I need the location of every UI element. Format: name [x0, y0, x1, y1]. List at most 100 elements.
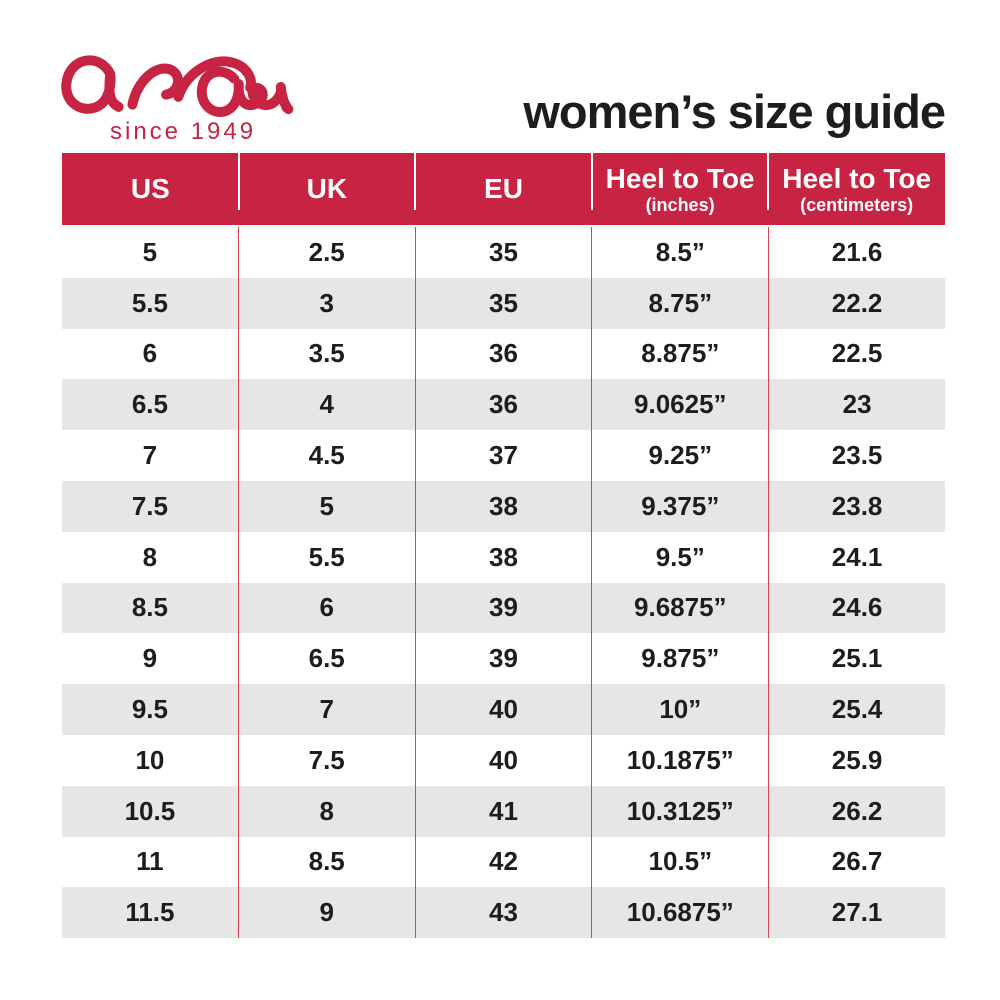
- table-cell: 9.25”: [592, 430, 770, 481]
- table-cell: 3: [239, 277, 416, 329]
- table-cell: 6.5: [62, 379, 239, 431]
- table-cell: 23: [842, 389, 872, 420]
- table-cell: 8.5: [239, 836, 416, 888]
- table-cell: 2.5: [239, 227, 416, 278]
- table-cell: 3.5: [239, 328, 416, 380]
- table-cell: 10: [62, 734, 239, 786]
- table-cell: 7: [239, 684, 416, 735]
- table-cell: 10.1875”: [592, 734, 770, 786]
- table-row: 7 4.5 37 9.25” 23.5: [62, 430, 945, 481]
- table-cell: 9.375”: [592, 480, 770, 532]
- table-row: 6 3.5 36 8.875” 22.5: [62, 328, 945, 380]
- table-cell: 5.5: [62, 277, 239, 329]
- table-cell: 10”: [592, 684, 770, 735]
- table-row: 10.5 8 41 10.3125” 26.2: [62, 785, 945, 837]
- table-cell: 21.6: [831, 236, 883, 267]
- table-cell: 7.5: [62, 480, 239, 532]
- table-row: 9 6.5 39 9.875” 25.1: [62, 633, 945, 685]
- column-header-label: UK: [306, 172, 348, 204]
- table-cell: 8.5”: [592, 227, 770, 278]
- table-header-row: US UK EU Heel to Toe (inches) Heel to Toe (cen…: [62, 153, 945, 225]
- table-cell: 25.1: [831, 643, 883, 674]
- table-cell: 36: [416, 328, 593, 380]
- table-cell: 35: [416, 227, 593, 278]
- table-cell: 4: [239, 379, 416, 431]
- table-cell: 38: [416, 531, 593, 583]
- table-cell: 5.5: [239, 531, 416, 583]
- table-cell: 22.2: [831, 287, 883, 318]
- table-cell: 9.5”: [592, 531, 770, 583]
- table-cell: 6: [239, 582, 416, 634]
- column-header: UK: [239, 153, 416, 225]
- table-cell: 40: [416, 684, 593, 735]
- table-row: 8.5 6 39 9.6875” 24.6: [62, 582, 945, 634]
- table-row: 11.5 9 43 10.6875” 27.1: [62, 887, 945, 939]
- column-header-sublabel: (inches): [645, 194, 715, 215]
- table-cell: 25.4: [831, 694, 883, 725]
- column-header-label: Heel to Toe: [782, 163, 932, 195]
- table-cell: 10.5: [62, 785, 239, 837]
- table-cell: 10.3125”: [592, 785, 770, 837]
- table-cell: 7: [62, 430, 239, 481]
- table-cell: 4.5: [239, 430, 416, 481]
- table-cell: 42: [416, 836, 593, 888]
- table-cell: 25.9: [831, 744, 883, 775]
- column-header: Heel to Toe (inches): [592, 153, 769, 225]
- column-header-label: EU: [484, 172, 523, 204]
- table-cell: 24.6: [831, 592, 883, 623]
- brand-tagline: since 1949: [110, 118, 257, 145]
- column-header: EU: [415, 153, 593, 225]
- column-header-label: US: [130, 172, 170, 204]
- table-cell: 27.1: [831, 897, 883, 928]
- column-header: US: [62, 153, 240, 225]
- column-header-label: Heel to Toe: [605, 163, 755, 195]
- table-row: 6.5 4 36 9.0625” 23: [62, 379, 945, 431]
- table-row: 10 7.5 40 10.1875” 25.9: [62, 734, 945, 786]
- table-row: 8 5.5 38 9.5” 24.1: [62, 531, 945, 583]
- table-cell: 36: [416, 379, 593, 431]
- table-cell: 11: [62, 836, 239, 888]
- table-row: 11 8.5 42 10.5” 26.7: [62, 836, 945, 888]
- table-cell: 24.1: [831, 541, 883, 572]
- table-cell: 23.5: [831, 440, 883, 471]
- table-row: 5 2.5 35 8.5” 21.6: [62, 227, 945, 278]
- table-cell: 37: [416, 430, 593, 481]
- table-cell: 9.6875”: [592, 582, 770, 634]
- table-cell: 8.75”: [592, 277, 770, 329]
- table-row: 5.5 3 35 8.75” 22.2: [62, 277, 945, 329]
- table-body: 5 2.5 35 8.5” 21.6 5.5 3 35 8.75” 22.2 6 3.5 36 8.875…: [62, 227, 945, 939]
- table-cell: 10.5”: [592, 836, 770, 888]
- table-cell: 6.5: [239, 633, 416, 685]
- table-cell: 26.2: [831, 795, 883, 826]
- table-cell: 9.875”: [592, 633, 770, 685]
- table-cell: 5: [239, 480, 416, 532]
- table-cell: 8.875”: [592, 328, 770, 380]
- table-cell: 8.5: [62, 582, 239, 634]
- table-cell: 40: [416, 734, 593, 786]
- table-cell: 6: [62, 328, 239, 380]
- table-cell: 9.5: [62, 684, 239, 735]
- table-row: 7.5 5 38 9.375” 23.8: [62, 480, 945, 532]
- registered-mark: ®: [282, 103, 290, 115]
- table-cell: 9: [62, 633, 239, 685]
- table-cell: 35: [416, 277, 593, 329]
- table-cell: 39: [416, 582, 593, 634]
- size-table: US UK EU Heel to Toe (inches) Heel to Toe (cen…: [62, 153, 945, 939]
- table-cell: 43: [416, 887, 593, 939]
- table-cell: 10.6875”: [592, 887, 770, 939]
- table-cell: 26.7: [831, 846, 883, 877]
- brand-logo: ® since 1949: [58, 48, 308, 148]
- table-cell: 38: [416, 480, 593, 532]
- table-cell: 23.8: [831, 490, 883, 521]
- table-cell: 41: [416, 785, 593, 837]
- table-cell: 7.5: [239, 734, 416, 786]
- table-cell: 9: [239, 887, 416, 939]
- table-cell: 8: [239, 785, 416, 837]
- page-title: women’s size guide: [523, 85, 946, 138]
- column-header-sublabel: (centimeters): [800, 194, 914, 215]
- table-row: 9.5 7 40 10” 25.4: [62, 684, 945, 735]
- table-cell: 11.5: [62, 887, 239, 939]
- table-cell: 22.5: [831, 338, 883, 369]
- table-cell: 9.0625”: [592, 379, 770, 431]
- table-cell: 39: [416, 633, 593, 685]
